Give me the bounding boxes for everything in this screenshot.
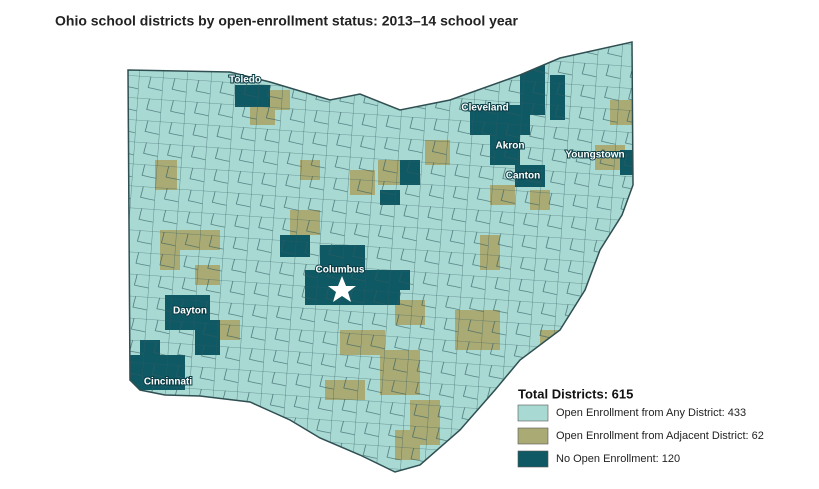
title: Ohio school districts by open-enrollment…: [55, 13, 518, 29]
legend-swatch: [517, 450, 549, 468]
city-label: Youngstown: [565, 150, 624, 161]
capital-star: [328, 276, 356, 302]
legend-title: Total Districts: 615: [518, 386, 633, 401]
legend-label: No Open Enrollment: 120: [556, 453, 680, 465]
legend-label: Open Enrollment from Any District: 433: [556, 407, 746, 419]
legend-swatch: [517, 404, 549, 422]
city-label: Canton: [506, 171, 540, 182]
city-label: Toledo: [229, 75, 261, 86]
city-label: Akron: [496, 141, 525, 152]
state: [128, 42, 633, 472]
city-label: Dayton: [173, 306, 207, 317]
legend: Total Districts: 615 Open Enrollment from…: [517, 386, 764, 468]
city-label: Columbus: [316, 265, 365, 276]
city-label: Cincinnati: [144, 377, 193, 388]
city-labels: Toledo Cleveland Akron Youngstown Canton Colu…: [143, 74, 626, 389]
legend-swatch: [517, 427, 549, 445]
city-label: Cleveland: [461, 103, 508, 114]
legend-label: Open Enrollment from Adjacent District: …: [556, 430, 764, 442]
state-outline: [127, 41, 634, 473]
